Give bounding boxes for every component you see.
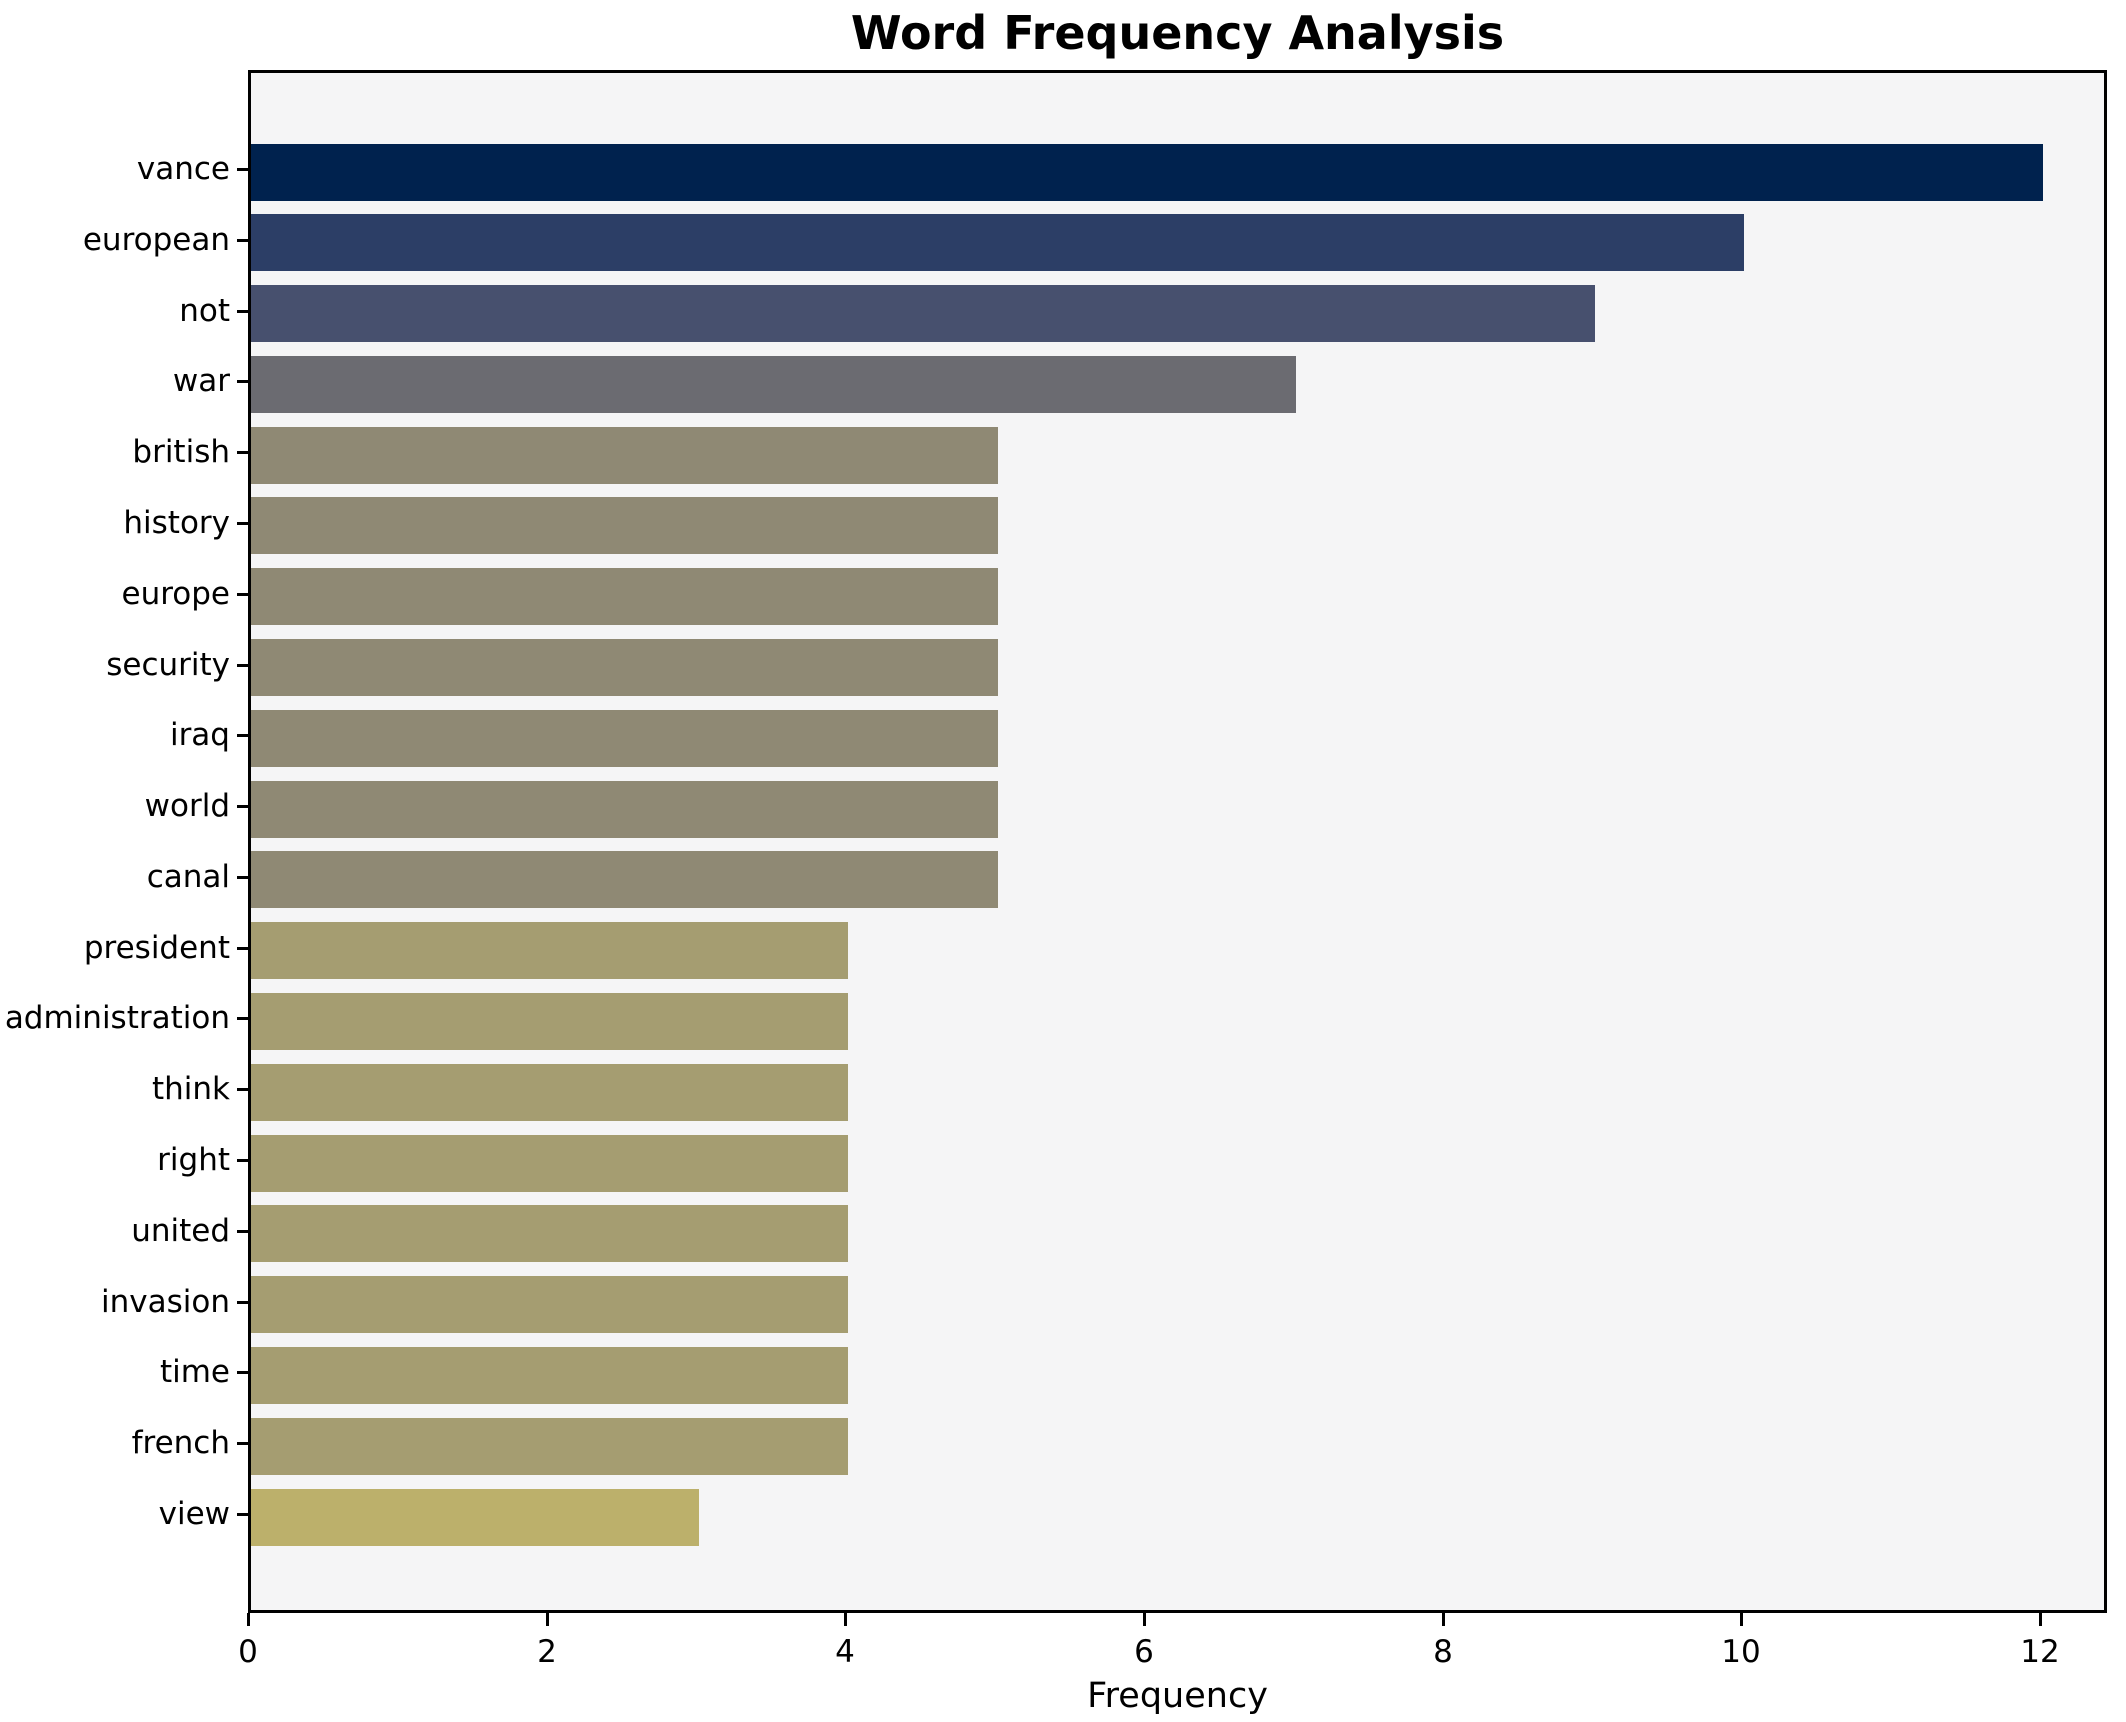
y-tick-mark	[237, 168, 248, 171]
x-axis-label: Frequency	[1087, 1676, 1268, 1716]
bar-vance	[251, 144, 2043, 201]
y-tick-mark	[237, 1442, 248, 1445]
x-tick-label-6: 6	[1134, 1634, 1154, 1670]
bar-time	[251, 1347, 848, 1404]
y-tick-label-president: president	[83, 930, 230, 966]
y-tick-label-european: european	[82, 222, 230, 258]
y-tick-mark	[237, 664, 248, 667]
chart-title: Word Frequency Analysis	[850, 6, 1505, 60]
bar-invasion	[251, 1276, 848, 1333]
y-tick-label-history: history	[123, 505, 230, 541]
x-tick-mark	[844, 1613, 847, 1626]
bar-president	[251, 922, 848, 979]
y-tick-label-right: right	[157, 1142, 230, 1178]
y-tick-label-united: united	[131, 1213, 230, 1249]
bar-world	[251, 781, 998, 838]
y-tick-mark	[237, 1017, 248, 1020]
y-tick-label-not: not	[179, 293, 230, 329]
y-tick-label-administration: administration	[4, 1000, 230, 1036]
bar-canal	[251, 851, 998, 908]
y-tick-label-iraq: iraq	[169, 717, 230, 753]
y-tick-mark	[237, 876, 248, 879]
bar-war	[251, 356, 1296, 413]
bar-united	[251, 1205, 848, 1262]
bar-history	[251, 497, 998, 554]
y-tick-label-canal: canal	[146, 859, 230, 895]
bar-european	[251, 214, 1744, 271]
x-tick-label-10: 10	[1721, 1634, 1761, 1670]
x-tick-mark	[1143, 1613, 1146, 1626]
y-tick-label-time: time	[159, 1354, 230, 1390]
y-tick-label-french: french	[131, 1425, 230, 1461]
y-tick-mark	[237, 1230, 248, 1233]
y-tick-label-british: british	[132, 434, 230, 470]
x-tick-label-0: 0	[238, 1634, 258, 1670]
bar-french	[251, 1418, 848, 1475]
x-tick-mark	[247, 1613, 250, 1626]
y-tick-mark	[237, 1088, 248, 1091]
y-tick-label-think: think	[151, 1071, 230, 1107]
y-tick-mark	[237, 380, 248, 383]
bar-not	[251, 285, 1595, 342]
y-tick-label-world: world	[144, 788, 230, 824]
y-tick-mark	[237, 1159, 248, 1162]
y-tick-mark	[237, 310, 248, 313]
y-tick-label-war: war	[172, 363, 230, 399]
y-tick-label-vance: vance	[136, 151, 230, 187]
y-tick-label-security: security	[106, 647, 230, 683]
y-tick-mark	[237, 1513, 248, 1516]
y-tick-mark	[237, 1301, 248, 1304]
plot-area	[248, 70, 2107, 1613]
y-tick-mark	[237, 522, 248, 525]
y-tick-mark	[237, 734, 248, 737]
x-tick-mark	[546, 1613, 549, 1626]
bar-security	[251, 639, 998, 696]
y-tick-mark	[237, 1371, 248, 1374]
bar-iraq	[251, 710, 998, 767]
bar-administration	[251, 993, 848, 1050]
y-tick-mark	[237, 805, 248, 808]
y-tick-mark	[237, 451, 248, 454]
bar-right	[251, 1135, 848, 1192]
bar-europe	[251, 568, 998, 625]
x-tick-mark	[1740, 1613, 1743, 1626]
y-tick-mark	[237, 947, 248, 950]
x-tick-label-4: 4	[835, 1634, 855, 1670]
x-tick-mark	[1442, 1613, 1445, 1626]
x-tick-label-12: 12	[2020, 1634, 2060, 1670]
y-tick-mark	[237, 239, 248, 242]
y-tick-mark	[237, 593, 248, 596]
bar-think	[251, 1064, 848, 1121]
x-tick-label-8: 8	[1433, 1634, 1453, 1670]
x-tick-label-2: 2	[537, 1634, 557, 1670]
y-tick-label-view: view	[158, 1496, 230, 1532]
bar-british	[251, 427, 998, 484]
y-tick-label-invasion: invasion	[101, 1284, 230, 1320]
x-tick-mark	[2039, 1613, 2042, 1626]
y-tick-label-europe: europe	[121, 576, 231, 612]
bar-view	[251, 1489, 699, 1546]
